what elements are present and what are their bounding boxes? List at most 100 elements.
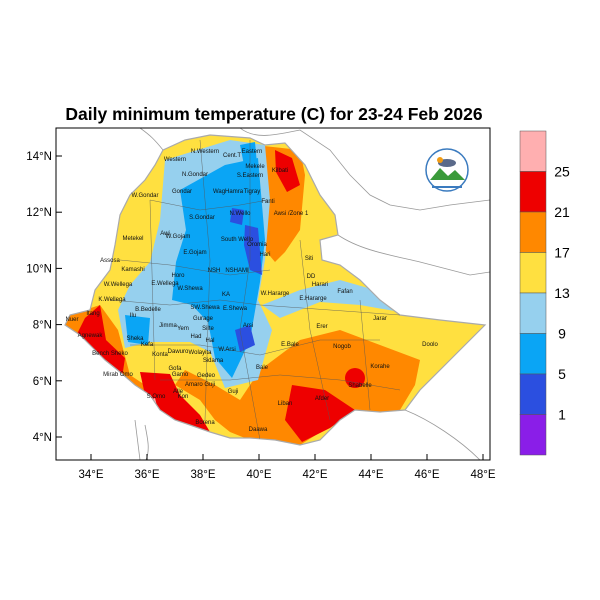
- region-label: Sheka: [126, 336, 144, 342]
- region-label: WagHamra: [213, 189, 244, 195]
- region-label: E.Bale: [281, 342, 299, 348]
- region-label: Hari: [259, 252, 270, 258]
- colorbar-swatch: [519, 373, 547, 415]
- region-label: Fafan: [337, 289, 352, 295]
- coastlines: [134, 128, 490, 460]
- colorbar-swatch: [519, 130, 547, 172]
- region-label: E.Hararge: [299, 296, 327, 302]
- region-label: W.Shewa: [177, 286, 203, 292]
- region-label: NSHAMI: [225, 268, 249, 274]
- colorbar-label: 21: [554, 204, 570, 220]
- region-label: Amaro Guji: [185, 382, 215, 388]
- region-label: Konta: [152, 352, 168, 358]
- region-label: Agnewak: [78, 333, 104, 339]
- x-axis: 34°E 36°E 38°E 40°E 42°E 44°E 46°E 48°E: [78, 454, 496, 481]
- region-label: Mirab Omo: [103, 372, 133, 378]
- region-label: Korahe: [370, 364, 390, 370]
- region-label: W.Gondar: [131, 193, 158, 199]
- region-label: Fanti: [261, 199, 274, 205]
- colorbar-label: 13: [554, 285, 570, 301]
- region-label: N.Wello: [230, 211, 252, 217]
- y-tick-label: 12°N: [26, 207, 52, 219]
- x-tick-label: 34°E: [78, 469, 103, 481]
- region-label: W.Wellega: [104, 282, 133, 288]
- region-label: S.Eastern: [237, 173, 263, 179]
- logo: [425, 148, 469, 192]
- region-label: Gurage: [193, 316, 214, 322]
- region-label: Sidama: [203, 358, 224, 364]
- region-label: Gamo: [172, 372, 189, 378]
- region-label: Tigray: [244, 189, 260, 195]
- region-label: W.Arsi: [218, 347, 235, 353]
- x-tick-label: 40°E: [246, 469, 271, 481]
- y-tick-label: 8°N: [33, 320, 52, 332]
- region-label: Siti: [305, 256, 313, 262]
- y-tick-label: 6°N: [33, 376, 52, 388]
- region-label: Borena: [195, 420, 215, 426]
- colorbar-label: 5: [558, 366, 566, 382]
- region-label: DD: [307, 274, 316, 280]
- region-label: Awi: [160, 231, 170, 237]
- region-label: Liban: [278, 401, 293, 407]
- x-tick-label: 38°E: [190, 469, 215, 481]
- region-label: Shabelle: [348, 383, 372, 389]
- region-label: Cent.T: [223, 153, 241, 159]
- y-axis: 14°N 12°N 10°N 8°N 6°N 4°N: [26, 151, 62, 444]
- region-label: Mekele: [245, 164, 265, 170]
- colorbar-label: 25: [554, 164, 570, 180]
- region-label: N.Western: [191, 149, 219, 155]
- region-label: Bench Sheko: [92, 351, 128, 357]
- x-tick-label: 46°E: [414, 469, 439, 481]
- region-label: Dawuro: [168, 349, 189, 355]
- x-tick-label: 44°E: [358, 469, 383, 481]
- region-label: Had: [190, 334, 201, 340]
- colorbar-label: 17: [554, 245, 570, 261]
- x-tick-label: 48°E: [470, 469, 495, 481]
- x-tick-label: 36°E: [134, 469, 159, 481]
- colorbar-swatch: [519, 292, 547, 334]
- region-label: Nuer: [65, 317, 78, 323]
- map-title: Daily minimum temperature (C) for 23-24 …: [65, 104, 483, 124]
- region-label: Western: [164, 157, 186, 163]
- region-label: B.Bedelle: [135, 307, 161, 313]
- region-label: Kamashi: [121, 267, 144, 273]
- region-label: SW.Shewa: [190, 305, 220, 311]
- region-label: KA: [222, 292, 230, 298]
- admin-borders: [109, 139, 401, 441]
- region-label: W.Hararge: [261, 291, 290, 297]
- colorbar: 25 21 17 13 9 5 1: [519, 130, 570, 456]
- colorbar-swatch: [519, 211, 547, 253]
- region-label: E.Wellega: [151, 281, 179, 287]
- region-label: Yem: [177, 326, 189, 332]
- region-label: Gofa: [168, 366, 182, 372]
- region-label: N.Gondar: [182, 172, 208, 178]
- colorbar-swatch: [519, 333, 547, 375]
- region-label: Daawa: [249, 427, 268, 433]
- colorbar-swatch: [519, 414, 547, 456]
- region-label: Eastern: [242, 149, 263, 155]
- region-label: Jimma: [159, 323, 177, 329]
- region-label: Kon: [178, 394, 189, 400]
- region-label: Nogob: [333, 344, 351, 350]
- region-label: Hal: [205, 338, 214, 344]
- region-label: Assosa: [100, 258, 120, 264]
- x-tick-label: 42°E: [302, 469, 327, 481]
- region-label: Horo: [171, 273, 185, 279]
- region-label: Oromia: [247, 242, 267, 248]
- region-label: Gondar: [172, 189, 192, 195]
- y-tick-label: 10°N: [26, 263, 52, 275]
- region-label: K.Wellega: [98, 297, 126, 303]
- region-label: Doolo: [422, 342, 438, 348]
- region-label: Silte: [202, 326, 214, 332]
- region-label: Harari: [312, 282, 328, 288]
- colorbar-label: 9: [558, 326, 566, 342]
- region-label: Arsi: [243, 323, 253, 329]
- region-label: South Wello: [221, 237, 254, 243]
- region-label: NSH: [208, 268, 221, 274]
- plot-frame: [55, 127, 491, 461]
- colorbar-swatch: [519, 171, 547, 213]
- region-label: Gedeo: [197, 373, 216, 379]
- region-label: W.Gojam: [166, 234, 191, 240]
